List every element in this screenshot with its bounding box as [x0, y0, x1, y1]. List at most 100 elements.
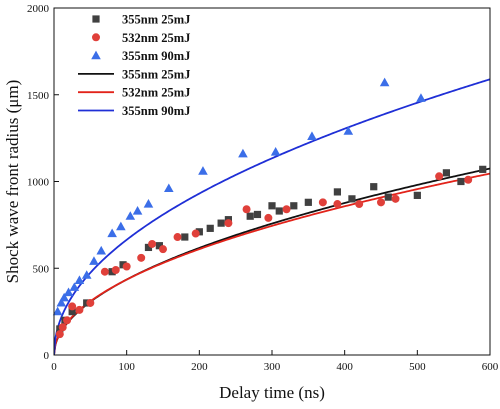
y-tick-label: 2000 — [27, 3, 50, 15]
legend-label: 355nm 90mJ — [122, 49, 190, 63]
data-point — [307, 131, 317, 140]
legend-marker — [92, 33, 100, 42]
legend-label: 355nm 25mJ — [122, 67, 190, 81]
data-point — [318, 198, 327, 207]
data-point — [58, 323, 67, 332]
data-point — [264, 213, 273, 222]
x-tick-label: 500 — [409, 361, 426, 373]
data-point — [63, 287, 74, 297]
data-point — [68, 308, 76, 316]
data-point — [343, 126, 354, 135]
data-point — [137, 253, 146, 262]
data-point — [164, 183, 174, 193]
fit-curve — [54, 78, 490, 355]
plot-area — [52, 77, 490, 355]
y-tick-label: 0 — [44, 350, 50, 362]
data-point — [246, 212, 254, 220]
data-point — [159, 245, 167, 254]
data-point — [348, 195, 356, 203]
data-point — [74, 275, 85, 284]
data-point — [52, 306, 63, 316]
y-axis-title: Shock wave front radius (μm) — [3, 80, 22, 284]
data-point — [75, 305, 84, 314]
data-point — [333, 200, 342, 209]
data-point — [81, 270, 92, 279]
data-point — [181, 233, 189, 241]
data-point — [377, 198, 385, 207]
data-point — [384, 193, 392, 201]
legend-label: 355nm 25mJ — [122, 13, 190, 27]
data-point — [206, 224, 214, 232]
data-point — [148, 239, 157, 248]
data-point — [442, 169, 450, 177]
legend: 355nm 25mJ 532nm 25mJ 355nm 90mJ 355nm 25mJ… — [78, 13, 190, 118]
data-point — [100, 267, 109, 276]
y-tick-label: 500 — [33, 263, 50, 275]
plot-frame — [53, 7, 491, 356]
data-point — [69, 282, 80, 291]
data-point — [479, 165, 487, 173]
data-point — [268, 202, 276, 210]
data-point — [119, 261, 127, 269]
data-point — [155, 242, 163, 250]
data-point — [238, 148, 248, 158]
y-tick-label: 1000 — [27, 177, 50, 189]
data-point — [55, 330, 64, 339]
x-tick-label: 600 — [482, 361, 499, 373]
data-point — [111, 265, 120, 274]
data-point — [413, 191, 421, 199]
data-point — [107, 228, 117, 238]
data-point — [282, 205, 291, 214]
data-point — [59, 292, 69, 302]
data-point — [195, 228, 203, 236]
data-point — [63, 316, 72, 325]
data-point — [457, 177, 465, 186]
data-point — [198, 166, 208, 175]
legend-label: 532nm 25mJ — [122, 31, 190, 45]
axes: 0 100 200 300 400 500 600 0 500 1000 1500 2000 — [27, 3, 499, 373]
x-tick-label: 300 — [264, 361, 281, 373]
x-tick-label: 200 — [191, 361, 208, 373]
data-point — [144, 243, 153, 252]
data-point — [191, 229, 200, 238]
legend-marker — [91, 50, 101, 60]
x-tick-label: 0 — [51, 361, 57, 373]
data-point — [379, 77, 390, 87]
x-axis-title: Delay time (ns) — [219, 383, 325, 402]
data-point — [464, 175, 473, 184]
fit-curve — [54, 167, 490, 355]
data-point — [217, 219, 225, 227]
data-point — [173, 233, 182, 242]
data-point — [56, 297, 67, 307]
x-tick-label: 100 — [118, 361, 135, 373]
data-point — [270, 147, 281, 156]
y-tick-label: 1500 — [27, 90, 50, 102]
legend-label: 532nm 25mJ — [122, 86, 190, 100]
data-point — [68, 302, 77, 311]
data-point — [290, 202, 298, 210]
data-point — [435, 172, 444, 181]
legend-label: 355nm 90mJ — [122, 104, 190, 118]
data-point — [86, 298, 95, 307]
data-point — [116, 221, 126, 231]
data-point — [370, 183, 378, 191]
data-point — [224, 219, 233, 228]
data-point — [89, 256, 99, 265]
data-point — [355, 200, 364, 209]
data-point — [333, 188, 341, 196]
data-point — [108, 268, 116, 276]
fit-curve — [54, 172, 490, 355]
data-point — [132, 205, 143, 215]
data-point — [391, 194, 400, 203]
data-point — [275, 207, 283, 215]
data-point — [96, 245, 107, 255]
legend-marker — [92, 15, 100, 23]
data-point — [416, 93, 426, 102]
data-point — [253, 210, 262, 219]
data-point — [304, 198, 312, 206]
x-tick-label: 400 — [336, 361, 353, 373]
data-point — [125, 211, 136, 220]
data-point — [242, 205, 251, 214]
data-point — [143, 199, 154, 208]
